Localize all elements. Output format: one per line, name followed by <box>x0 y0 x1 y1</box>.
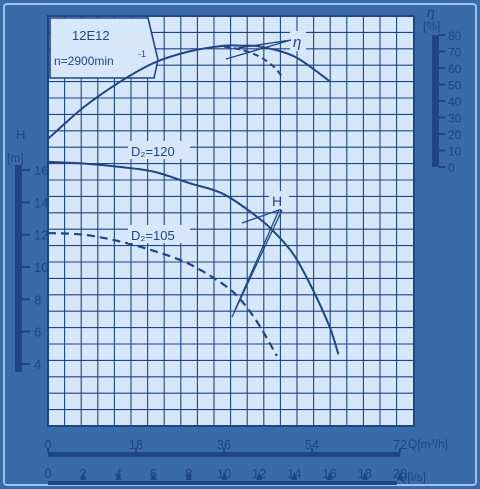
efficiency-tick-label: 70 <box>448 46 462 60</box>
d120-label: D₂=120 <box>131 144 175 159</box>
efficiency-tick-label: 80 <box>448 29 462 43</box>
flow-m3h-tick-mark <box>311 448 313 453</box>
efficiency-axis-bar <box>432 35 439 167</box>
flow-m3h-tick-mark <box>223 448 225 453</box>
flow-ls-tick-label: 4 <box>115 466 122 481</box>
eta-label-bg <box>290 31 306 51</box>
efficiency-tick-label: 50 <box>448 79 462 93</box>
flow-m3h-tick-label: 36 <box>217 437 231 452</box>
efficiency-tick-label: 10 <box>448 145 462 159</box>
flow-ls-tick-mark <box>361 472 368 480</box>
efficiency-axis-ticks: 80 70 60 50 40 30 20 10 0 <box>439 29 462 175</box>
flow-ls-tick-mark <box>150 472 157 480</box>
efficiency-curve <box>47 44 331 140</box>
flow-ls-tick-label: 18 <box>358 466 372 481</box>
grid <box>48 16 414 426</box>
head-curve-d105 <box>47 232 278 357</box>
flow-ls-tick-mark <box>291 472 298 480</box>
d120-label-bg <box>128 141 190 159</box>
flow-m3h-tick-mark <box>135 448 137 453</box>
efficiency-tick-label: 20 <box>448 128 462 142</box>
flow-ls-tick-label: 20 <box>393 466 407 481</box>
efficiency-axis-symbol: η <box>427 4 435 20</box>
head-axis-unit: [m] <box>7 151 24 165</box>
speed-label: n=2900min <box>54 54 114 68</box>
efficiency-tick-label: 30 <box>448 112 462 126</box>
h-leader-line-2 <box>231 209 283 318</box>
head-tick-label: 16 <box>34 163 48 178</box>
flow-ls-tick-mark <box>256 472 263 480</box>
head-tick-label: 10 <box>34 260 48 275</box>
flow-ls-tick-label: 10 <box>217 466 231 481</box>
h-label-bg <box>269 191 289 209</box>
flow-ls-tick-mark <box>80 472 87 480</box>
flow-ls-tick-mark <box>221 472 227 480</box>
head-axis-symbol: H <box>16 127 25 142</box>
efficiency-tick-label: 0 <box>448 161 455 175</box>
pump-label-box <box>49 17 159 79</box>
flow-ls-tick-mark <box>115 472 122 480</box>
flow-ls-axis-bar <box>48 481 397 485</box>
d105-label-bg <box>128 225 190 243</box>
head-tick-label: 4 <box>34 357 41 372</box>
flow-m3h-tick-label: 72 <box>393 437 407 452</box>
flow-m3h-tick-label: 18 <box>129 437 143 452</box>
plot-border <box>47 15 415 427</box>
flow-ls-tick-label: 14 <box>287 466 301 481</box>
flow-ls-tick-mark <box>185 472 192 480</box>
flow-m3h-tick-mark <box>47 448 49 453</box>
head-tick-label: 14 <box>34 195 48 210</box>
speed-exponent: -1 <box>138 49 146 59</box>
eta-curve-label: η <box>293 34 301 51</box>
flow-ls-tick-mark <box>326 472 333 480</box>
head-axis-bar <box>15 165 22 372</box>
flow-ls-tick-label: 12 <box>252 466 266 481</box>
flow-m3h-tick-label: 0 <box>44 437 51 452</box>
flow-ls-tick-label: 16 <box>322 466 336 481</box>
flow-ls-axis-label: Q[l/s] <box>398 470 426 484</box>
head-tick-label: 12 <box>34 228 48 243</box>
flow-m3h-axis-bar <box>48 452 400 457</box>
flow-ls-axis-ticks: 0 2 4 6 8 10 12 14 16 18 20 <box>44 466 407 481</box>
efficiency-tick-label: 60 <box>448 62 462 76</box>
flow-ls-tick-mark <box>397 472 403 480</box>
pump-label: 12E12 <box>72 28 110 43</box>
flow-m3h-tick-mark <box>399 448 401 453</box>
head-curve-d120 <box>47 160 340 355</box>
head-axis-ticks: 16 14 12 10 8 6 4 <box>22 163 48 372</box>
h-curve-label: H <box>272 193 282 209</box>
efficiency-tick-label: 40 <box>448 95 462 109</box>
head-tick-label: 6 <box>34 325 41 340</box>
flow-m3h-axis-ticks: 0 18 36 54 72 <box>44 437 407 453</box>
flow-ls-tick-label: 0 <box>44 466 51 481</box>
flow-ls-tick-label: 6 <box>150 466 157 481</box>
h-leader-line <box>234 208 281 311</box>
flow-ls-tick-label: 8 <box>185 466 192 481</box>
flow-ls-tick-label: 2 <box>80 466 87 481</box>
head-tick-label: 8 <box>34 292 41 307</box>
flow-m3h-tick-label: 54 <box>305 437 319 452</box>
eta-leader-line <box>225 39 292 60</box>
flow-m3h-axis-label: Q[m³/h] <box>408 437 448 451</box>
d105-label: D₂=105 <box>131 228 175 243</box>
efficiency-curve-d105 <box>223 45 283 77</box>
efficiency-axis-unit: [%] <box>423 19 440 33</box>
